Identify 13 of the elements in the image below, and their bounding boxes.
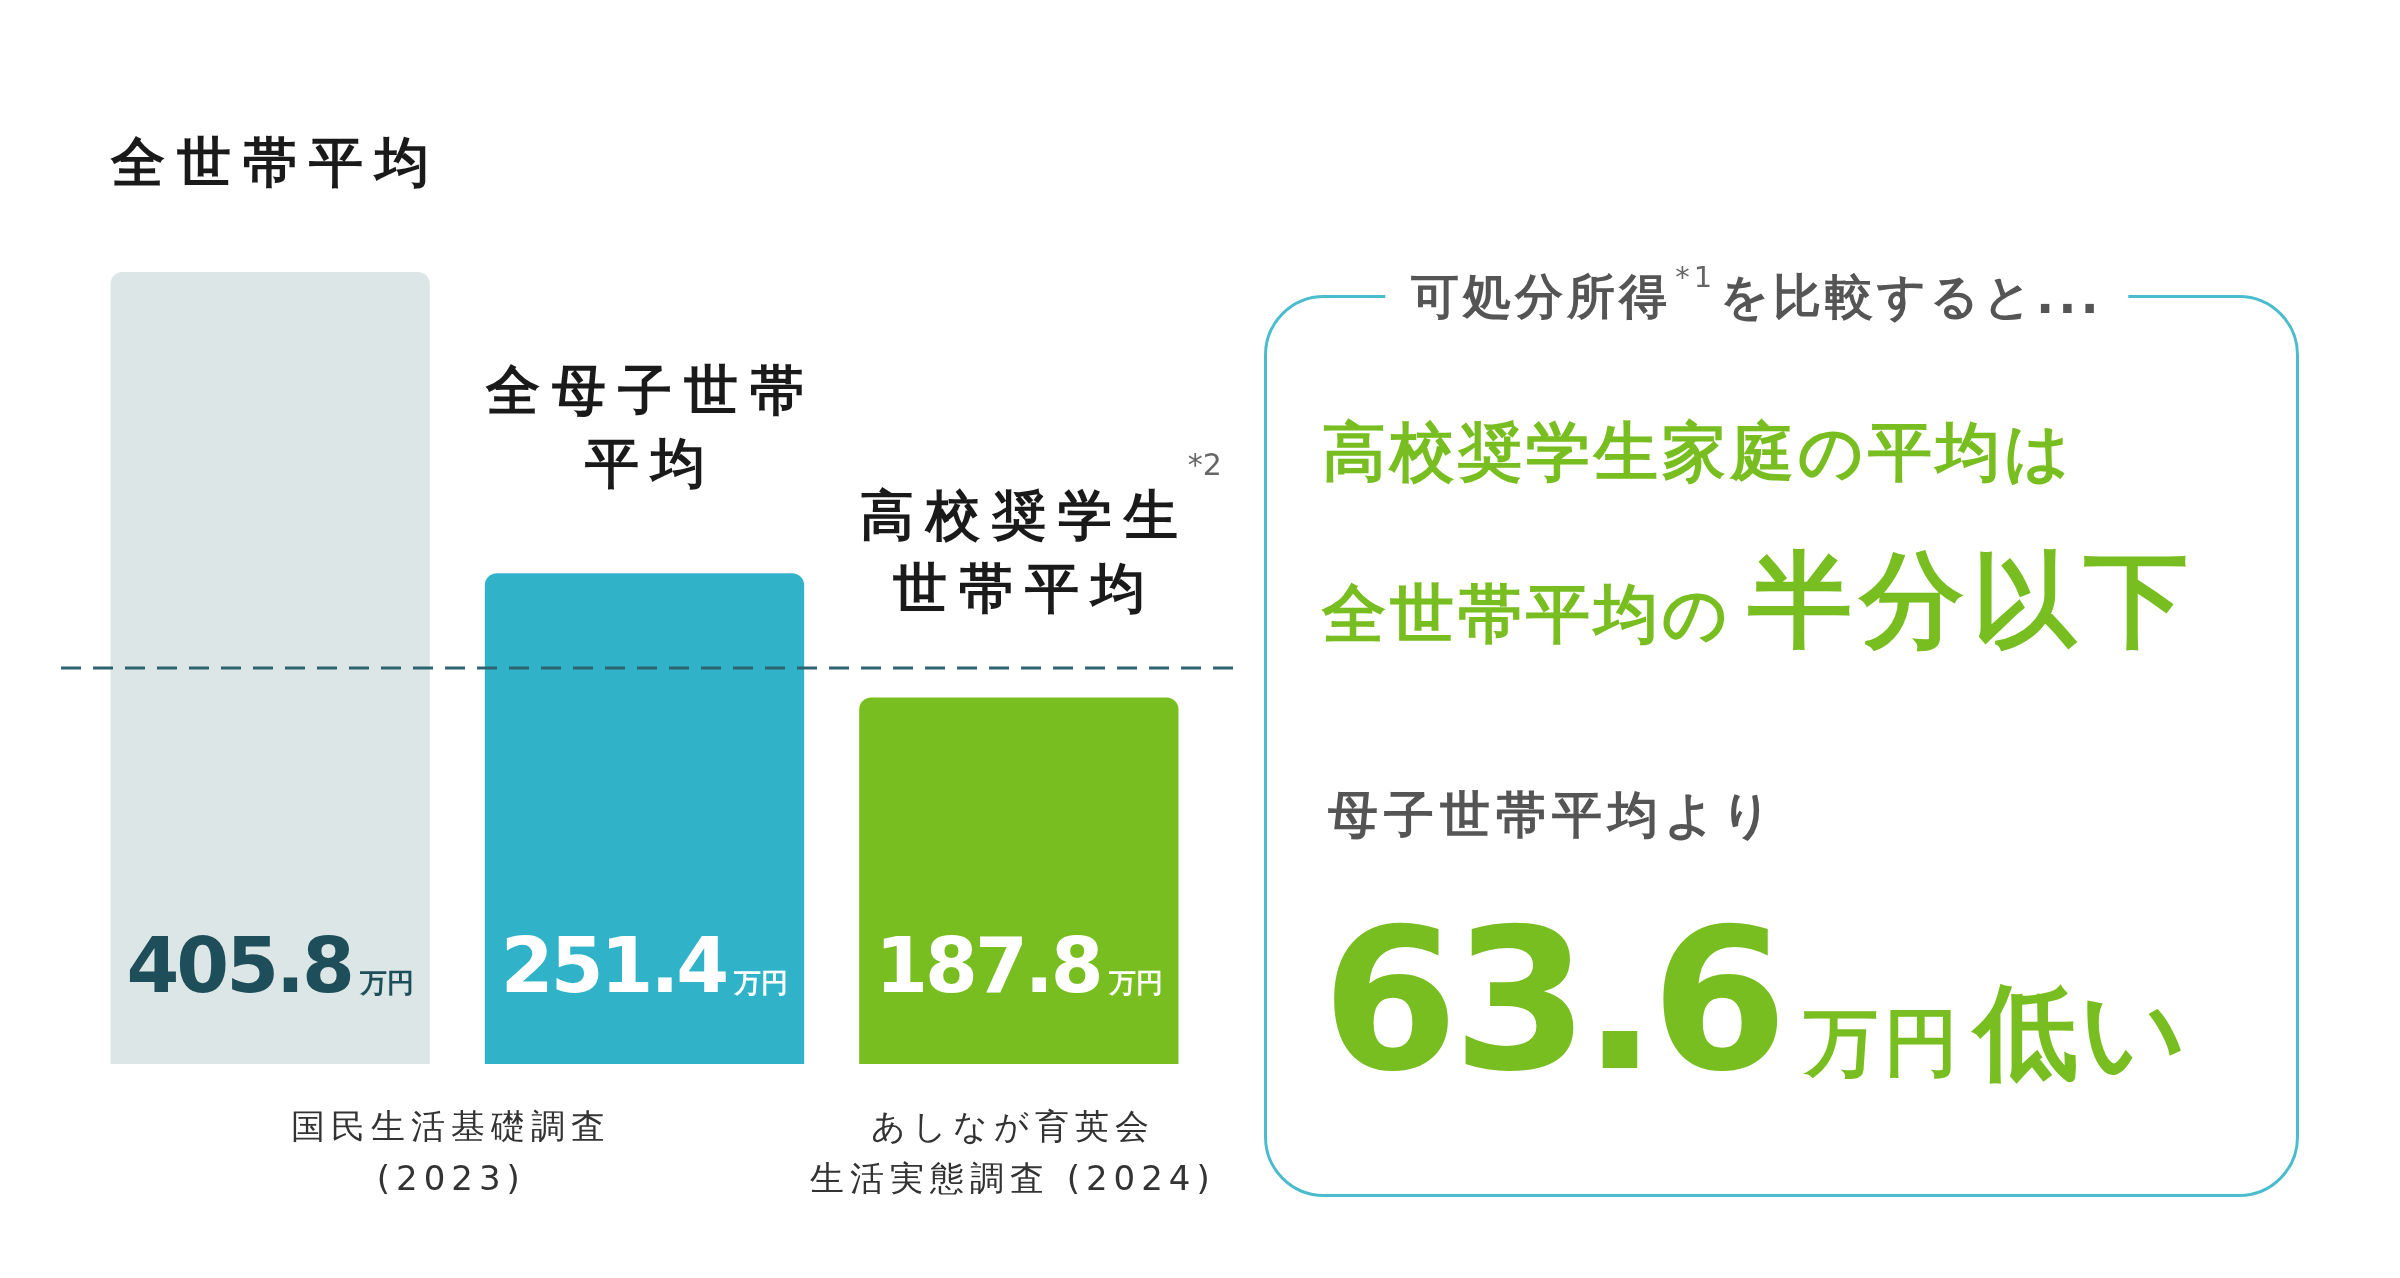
text: 低い (1973, 971, 2188, 1093)
text: 母子世帯平均より (1328, 786, 1778, 844)
text: 63.6 (1322, 886, 1782, 1114)
x-tick-label: 全母子世帯平均 (484, 359, 816, 496)
text: 半分以下 (1748, 539, 2196, 661)
text: 高校奨学生家庭の平均は (1322, 415, 2074, 489)
x-tick-label: 全世帯平均 (110, 131, 442, 195)
text: 国民生活基礎調査 (2023) (291, 1105, 612, 1200)
text: 万円 (1803, 999, 1964, 1085)
text: 全世帯平均の (1322, 577, 1732, 651)
text: あしなが育英会生活実態調査 (2024) (809, 1105, 1216, 1200)
category-label: 高校奨学生世帯平均*2 (859, 447, 1222, 620)
text: 可処分所得$^{*1}$を比較すると... (1410, 260, 2104, 326)
